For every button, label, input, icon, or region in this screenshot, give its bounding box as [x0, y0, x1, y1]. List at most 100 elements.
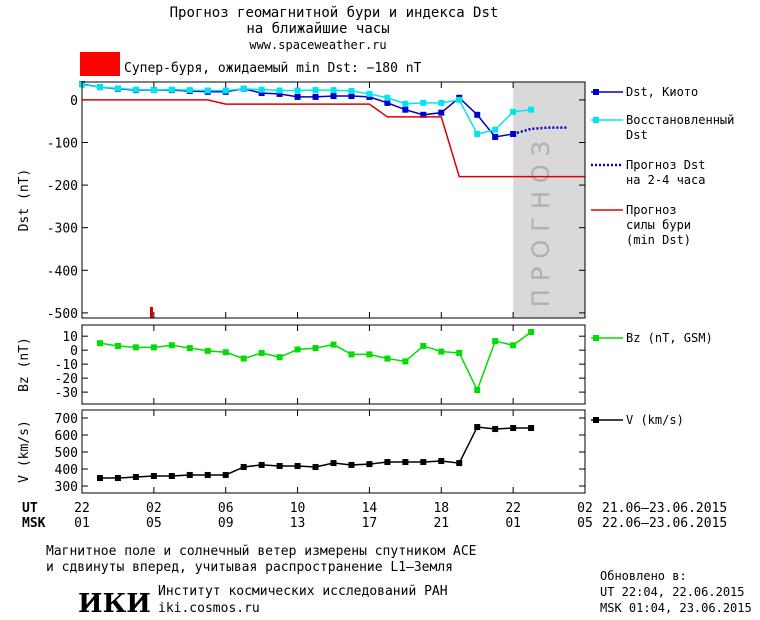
- point: [474, 130, 481, 137]
- point: [384, 99, 391, 106]
- point: [204, 347, 211, 354]
- point: [96, 475, 103, 482]
- legend-label: Dst, Киото: [626, 85, 698, 99]
- point: [402, 100, 409, 107]
- point: [294, 87, 301, 94]
- x-tick-label: 09: [218, 516, 234, 531]
- point: [348, 461, 355, 468]
- point: [132, 86, 139, 93]
- x-tick-label: 14: [362, 501, 378, 516]
- point: [420, 342, 427, 349]
- point: [384, 94, 391, 101]
- legend-label: Bz (nT, GSM): [626, 331, 713, 345]
- onset-marker: [150, 307, 153, 318]
- point: [276, 90, 283, 97]
- point: [492, 133, 499, 140]
- point: [492, 126, 499, 133]
- point: [438, 458, 445, 465]
- y-tick-label: 700: [55, 412, 78, 427]
- point: [366, 351, 373, 358]
- point: [492, 426, 499, 433]
- legend-label: Прогноз силы бури (min Dst): [626, 203, 691, 247]
- point: [150, 344, 157, 351]
- point: [240, 463, 247, 470]
- y-tick-label: -200: [47, 179, 78, 194]
- plot-frame: [81, 409, 586, 494]
- point: [186, 87, 193, 94]
- series-line: [512, 126, 568, 136]
- y-tick-label: 500: [55, 446, 78, 461]
- point: [420, 111, 427, 118]
- point: [150, 472, 157, 479]
- footer-note: Магнитное поле и солнечный ветер измерен…: [46, 544, 476, 559]
- alert: Супер-буря, ожидаемый min Dst: −180 nT: [124, 61, 422, 76]
- plot-frame: [81, 324, 586, 405]
- y-axis-title: V (km/s): [17, 420, 32, 483]
- x-tick-label: 22: [505, 501, 521, 516]
- y-tick-label: -20: [55, 372, 78, 387]
- point: [456, 96, 463, 103]
- legend-label: V (km/s): [626, 413, 684, 427]
- point: [276, 87, 283, 94]
- x-tick-label: 05: [577, 516, 593, 531]
- y-tick-label: 0: [70, 94, 78, 109]
- point: [528, 106, 535, 113]
- point: [384, 355, 391, 362]
- x-tick-label: 13: [290, 516, 306, 531]
- point: [330, 460, 337, 467]
- point: [294, 462, 301, 469]
- title: Прогноз геомагнитной бури и индекса Dst: [170, 5, 499, 21]
- point: [276, 354, 283, 361]
- point: [438, 99, 445, 106]
- updated: MSK 01:04, 23.06.2015: [600, 601, 752, 615]
- point: [474, 424, 481, 431]
- point: [348, 87, 355, 94]
- point: [330, 341, 337, 348]
- series-line: [82, 99, 585, 178]
- site: iki.cosmos.ru: [158, 601, 260, 616]
- point: [420, 99, 427, 106]
- point: [474, 387, 481, 394]
- point: [492, 338, 499, 345]
- x-tick-label: 01: [505, 516, 521, 531]
- updated: UT 22:04, 22.06.2015: [600, 585, 745, 599]
- point: [312, 87, 319, 94]
- x-tick-label: 05: [146, 516, 162, 531]
- y-tick-label: 600: [55, 429, 78, 444]
- x-tick-label: 02: [577, 501, 593, 516]
- point: [114, 85, 121, 92]
- series-line: [99, 331, 532, 392]
- y-axis-title: Dst (nT): [17, 169, 32, 232]
- x-row-label: UT: [22, 501, 38, 516]
- point: [402, 358, 409, 365]
- point: [294, 346, 301, 353]
- point: [312, 463, 319, 470]
- forecast-label: ПРОГНОЗ: [527, 133, 555, 307]
- point: [366, 90, 373, 97]
- x-tick-label: 21: [433, 516, 449, 531]
- point: [168, 86, 175, 93]
- point: [114, 475, 121, 482]
- forecast-region: [513, 82, 585, 318]
- date-range: 22.06–23.06.2015: [602, 516, 727, 531]
- y-tick-label: -500: [47, 307, 78, 322]
- point: [366, 461, 373, 468]
- point: [258, 349, 265, 356]
- point: [204, 471, 211, 478]
- point: [456, 349, 463, 356]
- updated: Обновлено в:: [600, 569, 687, 583]
- legend-swatch: [593, 417, 599, 423]
- point: [222, 349, 229, 356]
- point: [438, 109, 445, 116]
- point: [402, 106, 409, 113]
- point: [258, 86, 265, 93]
- point: [510, 108, 517, 115]
- legend-label: Прогноз Dst на 2-4 часа: [626, 158, 705, 187]
- series-line: [99, 426, 532, 479]
- point: [510, 342, 517, 349]
- y-tick-label: 300: [55, 480, 78, 495]
- point: [258, 90, 265, 97]
- point: [186, 471, 193, 478]
- legend-swatch: [593, 335, 599, 341]
- point: [384, 459, 391, 466]
